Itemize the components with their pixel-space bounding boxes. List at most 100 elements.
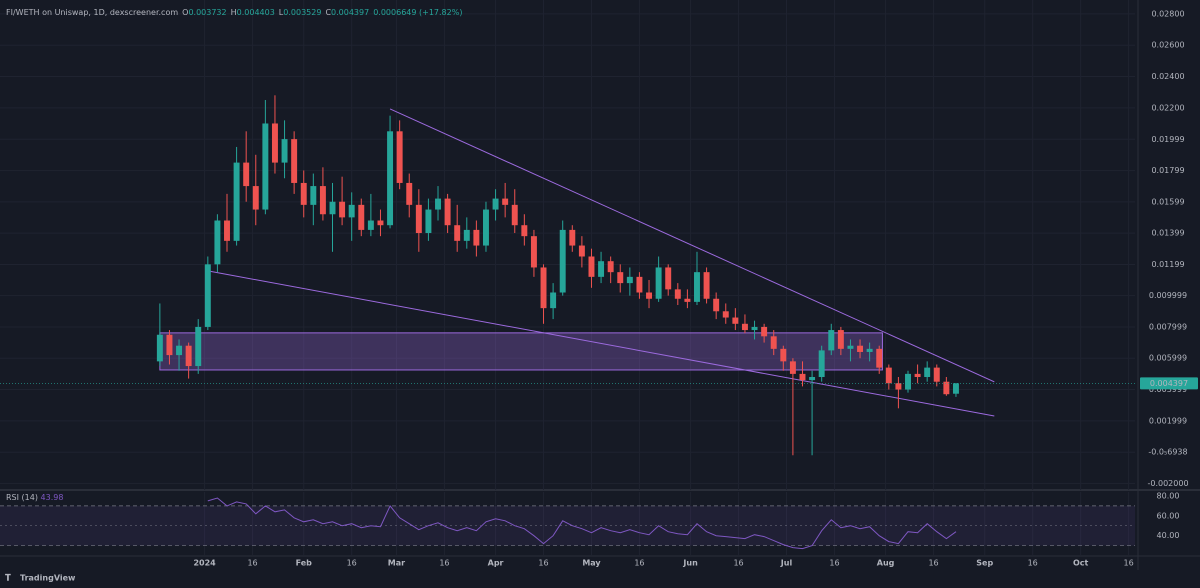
y-tick-label: 0.005999 (1149, 354, 1187, 363)
candle-body (521, 225, 528, 237)
x-tick-label: 16 (928, 559, 938, 568)
candle-body (617, 272, 624, 284)
candle-body (415, 204, 422, 234)
candle-body (799, 373, 806, 381)
candle-body (866, 348, 873, 352)
candle-body (828, 330, 835, 351)
candle-body (166, 334, 173, 356)
candle-body (482, 209, 489, 246)
candle-body (933, 367, 940, 382)
rsi-line (207, 497, 957, 550)
candle-body (204, 264, 211, 327)
candle-body (741, 323, 748, 331)
candle-body (646, 292, 653, 299)
candle-body (233, 162, 240, 241)
candle-body (703, 272, 710, 299)
candle-body (463, 229, 470, 241)
x-tick-label: Jun (682, 559, 698, 568)
candle-body (818, 350, 825, 378)
y-tick-label: -0.0₅6938 (1148, 448, 1187, 457)
candle-body (588, 256, 595, 277)
candle-body (195, 326, 202, 367)
candle-body (674, 289, 681, 299)
y-tick-label: 0.01399 (1151, 229, 1184, 238)
candle-body (243, 162, 250, 187)
candle-body (713, 298, 720, 312)
candle-body (224, 220, 230, 241)
ohlc-value: 0.003732 (188, 8, 226, 17)
candle-body (387, 131, 394, 226)
candle-body (550, 292, 557, 309)
grid (0, 0, 1135, 555)
x-tick-label: 16 (347, 559, 357, 568)
y-tick-label: 0.007999 (1149, 322, 1187, 331)
candle-body (694, 272, 700, 302)
candle-body (176, 345, 183, 356)
y-tick-label: 0.02200 (1151, 103, 1184, 112)
candle-body (569, 229, 576, 246)
candle-body (636, 276, 643, 293)
y-tick-label: 0.01199 (1151, 260, 1184, 269)
candle-body (789, 361, 796, 374)
symbol-title: FI/WETH on Uniswap, 1D, dexscreener.com (6, 8, 178, 17)
price-tag-label: 0.004397 (1150, 379, 1188, 388)
candle-body (809, 377, 816, 381)
x-tick-label: 16 (1124, 559, 1134, 568)
candle-body (454, 225, 461, 241)
candle-body (857, 345, 864, 352)
ohlc-label: H (231, 8, 237, 17)
candle-body (943, 381, 950, 395)
candle-body (252, 186, 259, 210)
candle-body (655, 267, 662, 299)
rsi-tick-label: 40.00 (1157, 531, 1180, 540)
drawings (159, 108, 995, 417)
candle-body (952, 383, 959, 394)
x-tick-label: 2024 (193, 559, 216, 568)
ohlc-value: 0.003529 (283, 8, 321, 17)
candle-body (732, 317, 739, 324)
rsi-tick-label: 60.00 (1157, 511, 1180, 520)
rsi-tick-label: 80.00 (1157, 491, 1180, 500)
trend-line (207, 270, 995, 417)
candle-body (924, 367, 931, 378)
candle-body (271, 123, 278, 163)
x-tick-label: 16 (538, 559, 548, 568)
y-tick-label: 0.02600 (1151, 41, 1184, 50)
candle-body (406, 182, 413, 205)
candle-body (761, 326, 768, 337)
ohlc-label: O (182, 8, 188, 17)
candle-body (444, 198, 451, 226)
watermark: TradingView (20, 574, 76, 583)
candle-body (751, 326, 758, 331)
candle-body (502, 198, 509, 205)
candle-body (876, 348, 883, 368)
candle-body (262, 123, 269, 210)
candle-body (300, 182, 307, 205)
candle-body (425, 209, 432, 234)
change: 0.0006649 (+17.82%) (373, 8, 462, 17)
candle-body (722, 311, 729, 318)
candle-body (895, 383, 902, 390)
rsi-name: RSI (14) (6, 493, 38, 502)
x-tick-label: 16 (829, 559, 839, 568)
x-tick-label: May (582, 559, 601, 568)
y-tick-label: 0.02400 (1151, 72, 1184, 81)
rsi-value: 43.98 (41, 493, 64, 502)
candle-body (377, 220, 384, 226)
y-tick-label: 0.003999 (1149, 385, 1187, 394)
candle-body (329, 201, 336, 215)
candle-body (358, 204, 365, 230)
zone (159, 332, 883, 371)
candles (156, 95, 959, 456)
x-tick-label: Mar (388, 559, 405, 568)
candle-body (214, 220, 221, 265)
ohlc-label: C (325, 8, 331, 17)
y-tick-label: 0.001999 (1149, 416, 1187, 425)
logo: 𝐓 (5, 573, 11, 584)
candle-body (914, 373, 921, 378)
trend-line (389, 108, 995, 383)
x-tick-label: 16 (733, 559, 743, 568)
x-tick-label: 16 (247, 559, 257, 568)
candle-body (291, 139, 298, 183)
